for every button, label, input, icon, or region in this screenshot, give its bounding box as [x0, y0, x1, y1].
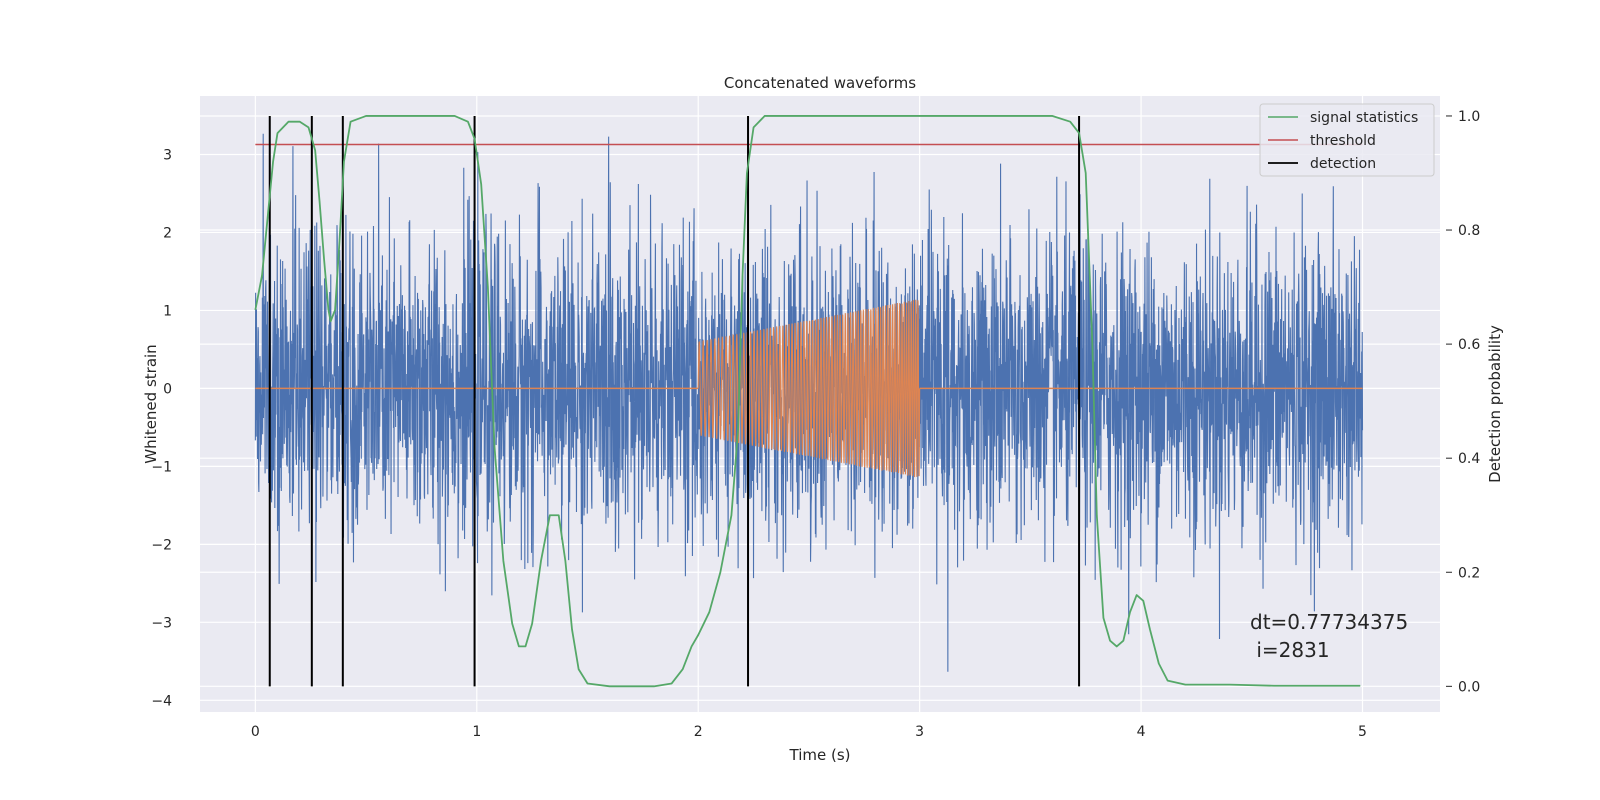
y2-tick-label: 0.0 [1458, 679, 1480, 695]
legend-box [1259, 103, 1435, 177]
x-tick-label: 2 [694, 724, 703, 740]
x-axis-label: Time (s) [789, 746, 851, 764]
annotation-dt: dt=0.77734375 [1250, 610, 1408, 634]
bottom-axis-ticks: 0 1 2 3 4 5 [251, 724, 1367, 740]
x-tick-label: 4 [1137, 724, 1146, 740]
x-tick-label: 5 [1358, 724, 1367, 740]
x-tick-label: 3 [915, 724, 924, 740]
y-tick-label: 0 [163, 381, 172, 397]
y-axis-label: Whitened strain [142, 344, 160, 463]
left-axis-ticks: −4 −3 −2 −1 0 1 2 3 [151, 147, 172, 709]
detection-series [268, 115, 1081, 687]
y2-axis-label: Detection probability [1486, 325, 1504, 483]
legend-label-threshold: threshold [1310, 133, 1376, 149]
chirp-line [697, 299, 921, 478]
x-tick-label: 0 [251, 724, 260, 740]
annotation-i: i=2831 [1250, 638, 1330, 662]
y-tick-label: 3 [163, 147, 172, 163]
strain-line [254, 133, 1364, 672]
legend-label-detection: detection [1310, 156, 1376, 172]
y-tick-label: 2 [163, 225, 172, 241]
legend-label-signal-statistics: signal statistics [1310, 110, 1418, 126]
legend: signal statistics threshold detection [1259, 103, 1435, 177]
signal-statistics-line [254, 115, 1361, 688]
annotation: dt=0.77734375 i=2831 [1250, 610, 1408, 662]
y2-tick-label: 0.6 [1458, 337, 1480, 353]
x-tick-label: 1 [472, 724, 481, 740]
right-axis-ticks: 0.0 0.2 0.4 0.6 0.8 1.0 [1446, 109, 1480, 695]
y2-tick-label: 1.0 [1458, 109, 1480, 125]
strain-series [254, 133, 1364, 672]
y2-tick-label: 0.8 [1458, 223, 1480, 239]
chirp-series [255, 299, 1363, 478]
y2-tick-label: 0.4 [1458, 451, 1480, 467]
signal-statistics-series [254, 115, 1361, 688]
y-tick-label: −4 [151, 693, 172, 709]
y-tick-label: −1 [151, 459, 172, 475]
y2-tick-label: 0.2 [1458, 565, 1480, 581]
y-tick-label: 1 [163, 303, 172, 319]
y-tick-label: −3 [151, 615, 172, 631]
chart-title: Concatenated waveforms [724, 74, 916, 92]
y-tick-label: −2 [151, 537, 172, 553]
